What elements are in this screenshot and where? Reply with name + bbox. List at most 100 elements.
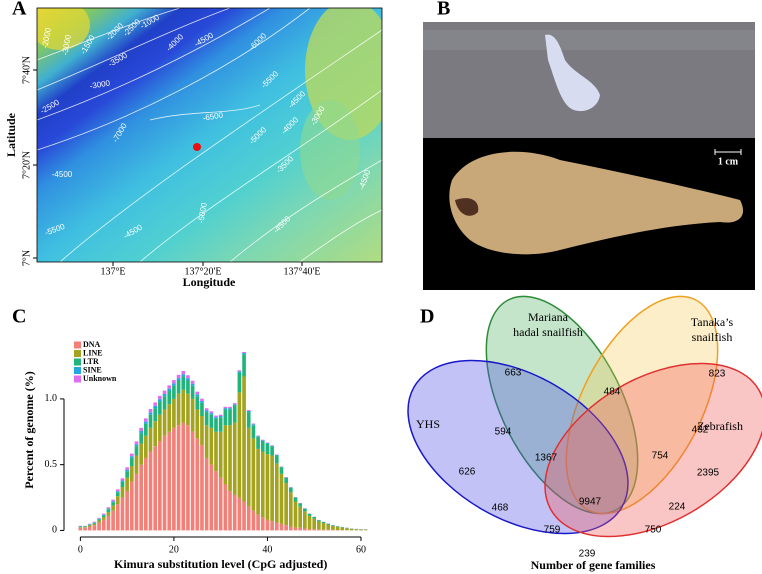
bar-segment: [153, 421, 158, 447]
bar-segment: [111, 501, 115, 503]
bar-segment: [153, 446, 158, 531]
map-y-tick-label: 7°20'N: [21, 151, 32, 179]
bar-segment: [158, 395, 162, 400]
bar-segment: [321, 523, 326, 530]
bar-segment: [270, 445, 274, 447]
bar-segment: [125, 477, 129, 491]
venn-set: [407, 359, 629, 535]
bar-segment: [223, 406, 228, 409]
bar-segment: [78, 527, 83, 528]
bar-segment: [190, 383, 195, 386]
bar-segment: [92, 522, 97, 524]
bar-segment: [274, 454, 279, 456]
bar-segment: [186, 393, 190, 426]
bar-segment: [101, 514, 106, 516]
bar-segment: [228, 408, 232, 410]
bar-segment: [284, 477, 288, 484]
bar-segment: [284, 525, 288, 531]
bar-segment: [214, 415, 218, 418]
bar-segment: [186, 425, 190, 531]
map-x-tick-label: 137°E: [100, 266, 125, 277]
map-x-tick-label: 137°20'E: [185, 266, 222, 277]
bar-segment: [176, 380, 181, 394]
bar-segment: [345, 528, 349, 531]
contour-label: -2000: [40, 27, 53, 49]
bar-segment: [326, 524, 331, 530]
bar-segment: [242, 353, 246, 355]
panel-label: B: [437, 0, 450, 20]
bar-segment: [270, 446, 274, 456]
bar-segment: [134, 455, 139, 474]
bar-segment: [172, 385, 176, 399]
venn-count: 9947: [579, 497, 602, 508]
bar-segment: [195, 409, 200, 439]
bar-segment: [209, 464, 214, 531]
bar-segment: [148, 427, 153, 452]
contour-label: -6500: [202, 110, 224, 123]
bar-segment: [204, 412, 209, 426]
venn-set-label: Tanaka’s: [691, 315, 734, 329]
bar-segment: [279, 523, 284, 531]
legend-swatch: [74, 341, 81, 349]
venn-caption: Number of gene families: [531, 558, 656, 572]
bar-segment: [223, 409, 228, 426]
bar-segment: [115, 489, 120, 492]
bar-segment: [139, 443, 143, 465]
bar-segment: [331, 525, 335, 530]
bar-segment: [204, 408, 209, 411]
bar-segment: [317, 520, 321, 522]
venn-count: 663: [505, 368, 522, 379]
bar-segment: [312, 517, 317, 519]
bar-segment: [265, 442, 270, 443]
bar-segment: [115, 496, 120, 505]
bar-segment: [260, 440, 265, 452]
bar-segment: [228, 406, 232, 409]
bar-segment: [260, 440, 265, 441]
bar-segment: [172, 427, 176, 531]
bar-segment: [307, 529, 312, 531]
bar-segment: [228, 425, 232, 491]
bar-segment: [246, 412, 251, 428]
bar-segment: [106, 508, 111, 510]
bar-segment: [270, 521, 274, 531]
bar-segment: [144, 418, 148, 422]
bar-segment: [134, 446, 139, 456]
bar-segment: [158, 440, 162, 531]
bar-segment: [97, 522, 101, 531]
bar-segment: [120, 481, 125, 488]
bar-segment: [125, 467, 129, 470]
bar-segment: [228, 490, 232, 531]
bar-segment: [181, 371, 186, 375]
bar-segment: [321, 522, 326, 524]
venn-set-label: snailfish: [692, 330, 733, 344]
bar-segment: [139, 430, 143, 434]
bar-segment: [251, 425, 256, 439]
bar-segment: [148, 412, 153, 415]
bar-segment: [246, 506, 251, 531]
bar-segment: [326, 523, 331, 525]
legend-label: DNA: [83, 340, 101, 349]
bar-segment: [167, 431, 172, 531]
bar-segment: [153, 402, 158, 406]
bar-segment: [303, 511, 307, 529]
bar-segment: [359, 529, 363, 531]
bar-segment: [195, 396, 200, 410]
bar-segment: [195, 438, 200, 531]
bar-segment: [293, 501, 298, 528]
bar-segment: [111, 505, 115, 511]
bar-segment: [251, 438, 256, 511]
bar-segment: [298, 506, 302, 528]
x-tick-label: 40: [262, 544, 272, 555]
bar-segment: [167, 388, 172, 392]
sampling-site: [193, 143, 201, 151]
bar-segment: [307, 513, 312, 516]
bar-segment: [78, 527, 83, 531]
bar-segment: [223, 425, 228, 485]
bar-segment: [120, 487, 125, 498]
bar-segment: [139, 464, 143, 531]
contour-label: -3000: [89, 78, 111, 91]
bar-segment: [101, 513, 106, 515]
bar-segment: [120, 497, 125, 531]
y-tick-label: 1.0: [45, 393, 58, 404]
bar-segment: [83, 527, 87, 528]
